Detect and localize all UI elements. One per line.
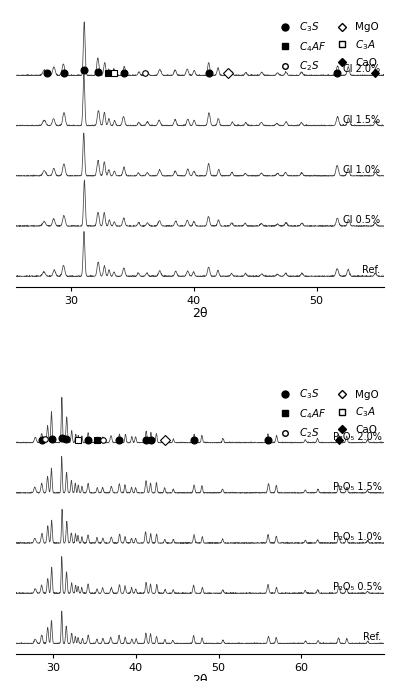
Legend: $C_3S$, $C_4AF$, $C_2S$, MgO, $C_3A$, CaO: $C_3S$, $C_4AF$, $C_2S$, MgO, $C_3A$, Ca… (274, 387, 379, 441)
X-axis label: 2θ: 2θ (192, 307, 208, 320)
X-axis label: 2θ: 2θ (192, 674, 208, 681)
Text: P₂O₅ 0.5%: P₂O₅ 0.5% (333, 582, 382, 592)
Text: Cl 0.5%: Cl 0.5% (343, 215, 380, 225)
Text: P₂O₅ 2.0%: P₂O₅ 2.0% (333, 432, 382, 442)
Legend: $C_3S$, $C_4AF$, $C_2S$, MgO, $C_3A$, CaO: $C_3S$, $C_4AF$, $C_2S$, MgO, $C_3A$, Ca… (274, 20, 379, 73)
Text: Cl 1.0%: Cl 1.0% (343, 165, 380, 175)
Text: Ref.: Ref. (363, 633, 382, 642)
Text: P₂O₅ 1.0%: P₂O₅ 1.0% (333, 532, 382, 542)
Text: P₂O₅ 1.5%: P₂O₅ 1.5% (333, 482, 382, 492)
Text: Ref.: Ref. (362, 265, 380, 275)
Text: Cl 1.5%: Cl 1.5% (343, 114, 380, 125)
Text: Cl 2.0%: Cl 2.0% (343, 65, 380, 74)
